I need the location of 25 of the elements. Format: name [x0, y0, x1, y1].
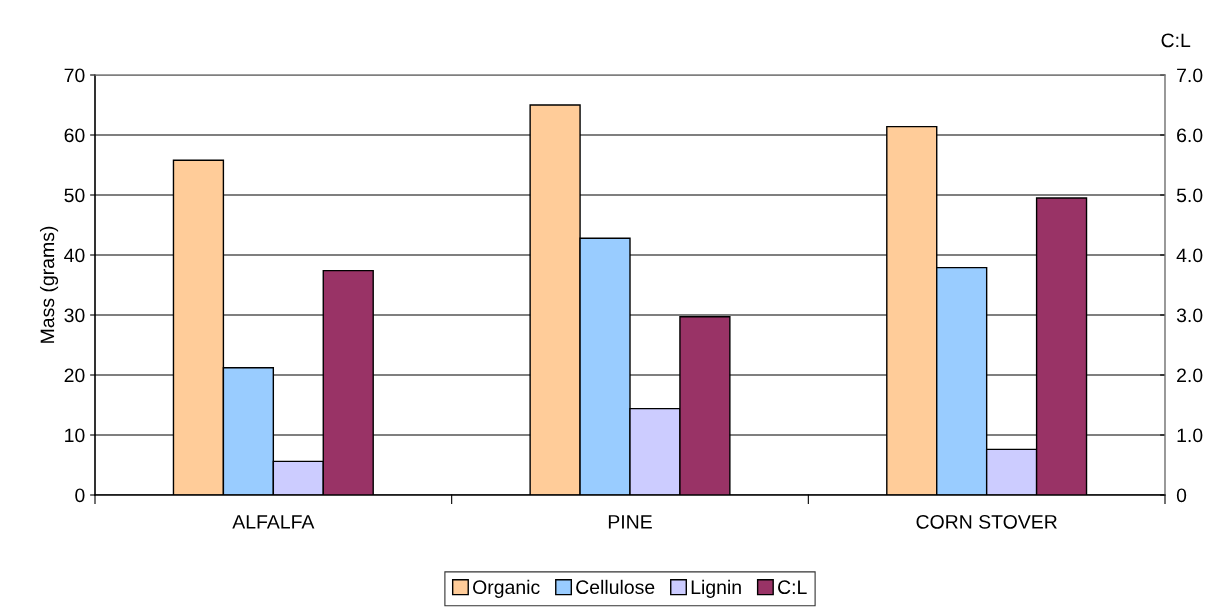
y2-tick-label: 7.0: [1177, 68, 1203, 83]
y-tick-label: 60: [64, 128, 85, 143]
y-tick-label: 20: [64, 368, 85, 383]
y-tick-label: 10: [65, 428, 85, 443]
y-tick-label: 0: [75, 488, 85, 503]
x-tick-label: ALFALFA: [232, 515, 315, 529]
y2-tick-label: 4.0: [1176, 248, 1203, 263]
x-tick-label: CORN STOVER: [916, 514, 1057, 529]
y-tick-label: 40: [64, 248, 85, 263]
y2-tick-label: 5.0: [1176, 188, 1203, 203]
y2-axis-title: C:L: [1161, 33, 1191, 48]
legend-label: C:L: [778, 580, 807, 595]
y2-tick-label: 3.0: [1176, 308, 1203, 323]
x-tick-label: PINE: [608, 515, 652, 529]
y-axis-title: Mass (grams): [39, 226, 59, 343]
legend-label: Lignin: [691, 579, 741, 598]
legend-label: Cellulose: [576, 579, 655, 595]
y2-tick-label: 1.0: [1177, 428, 1203, 443]
y-tick-label: 30: [64, 308, 85, 323]
y2-tick-label: 6.0: [1177, 128, 1203, 143]
legend-label: Organic: [473, 579, 540, 598]
y2-tick-label: 2.0: [1177, 368, 1203, 383]
y-tick-label: 70: [64, 68, 85, 83]
y-tick-label: 50: [64, 188, 85, 203]
y2-tick-label: 0: [1176, 488, 1187, 503]
